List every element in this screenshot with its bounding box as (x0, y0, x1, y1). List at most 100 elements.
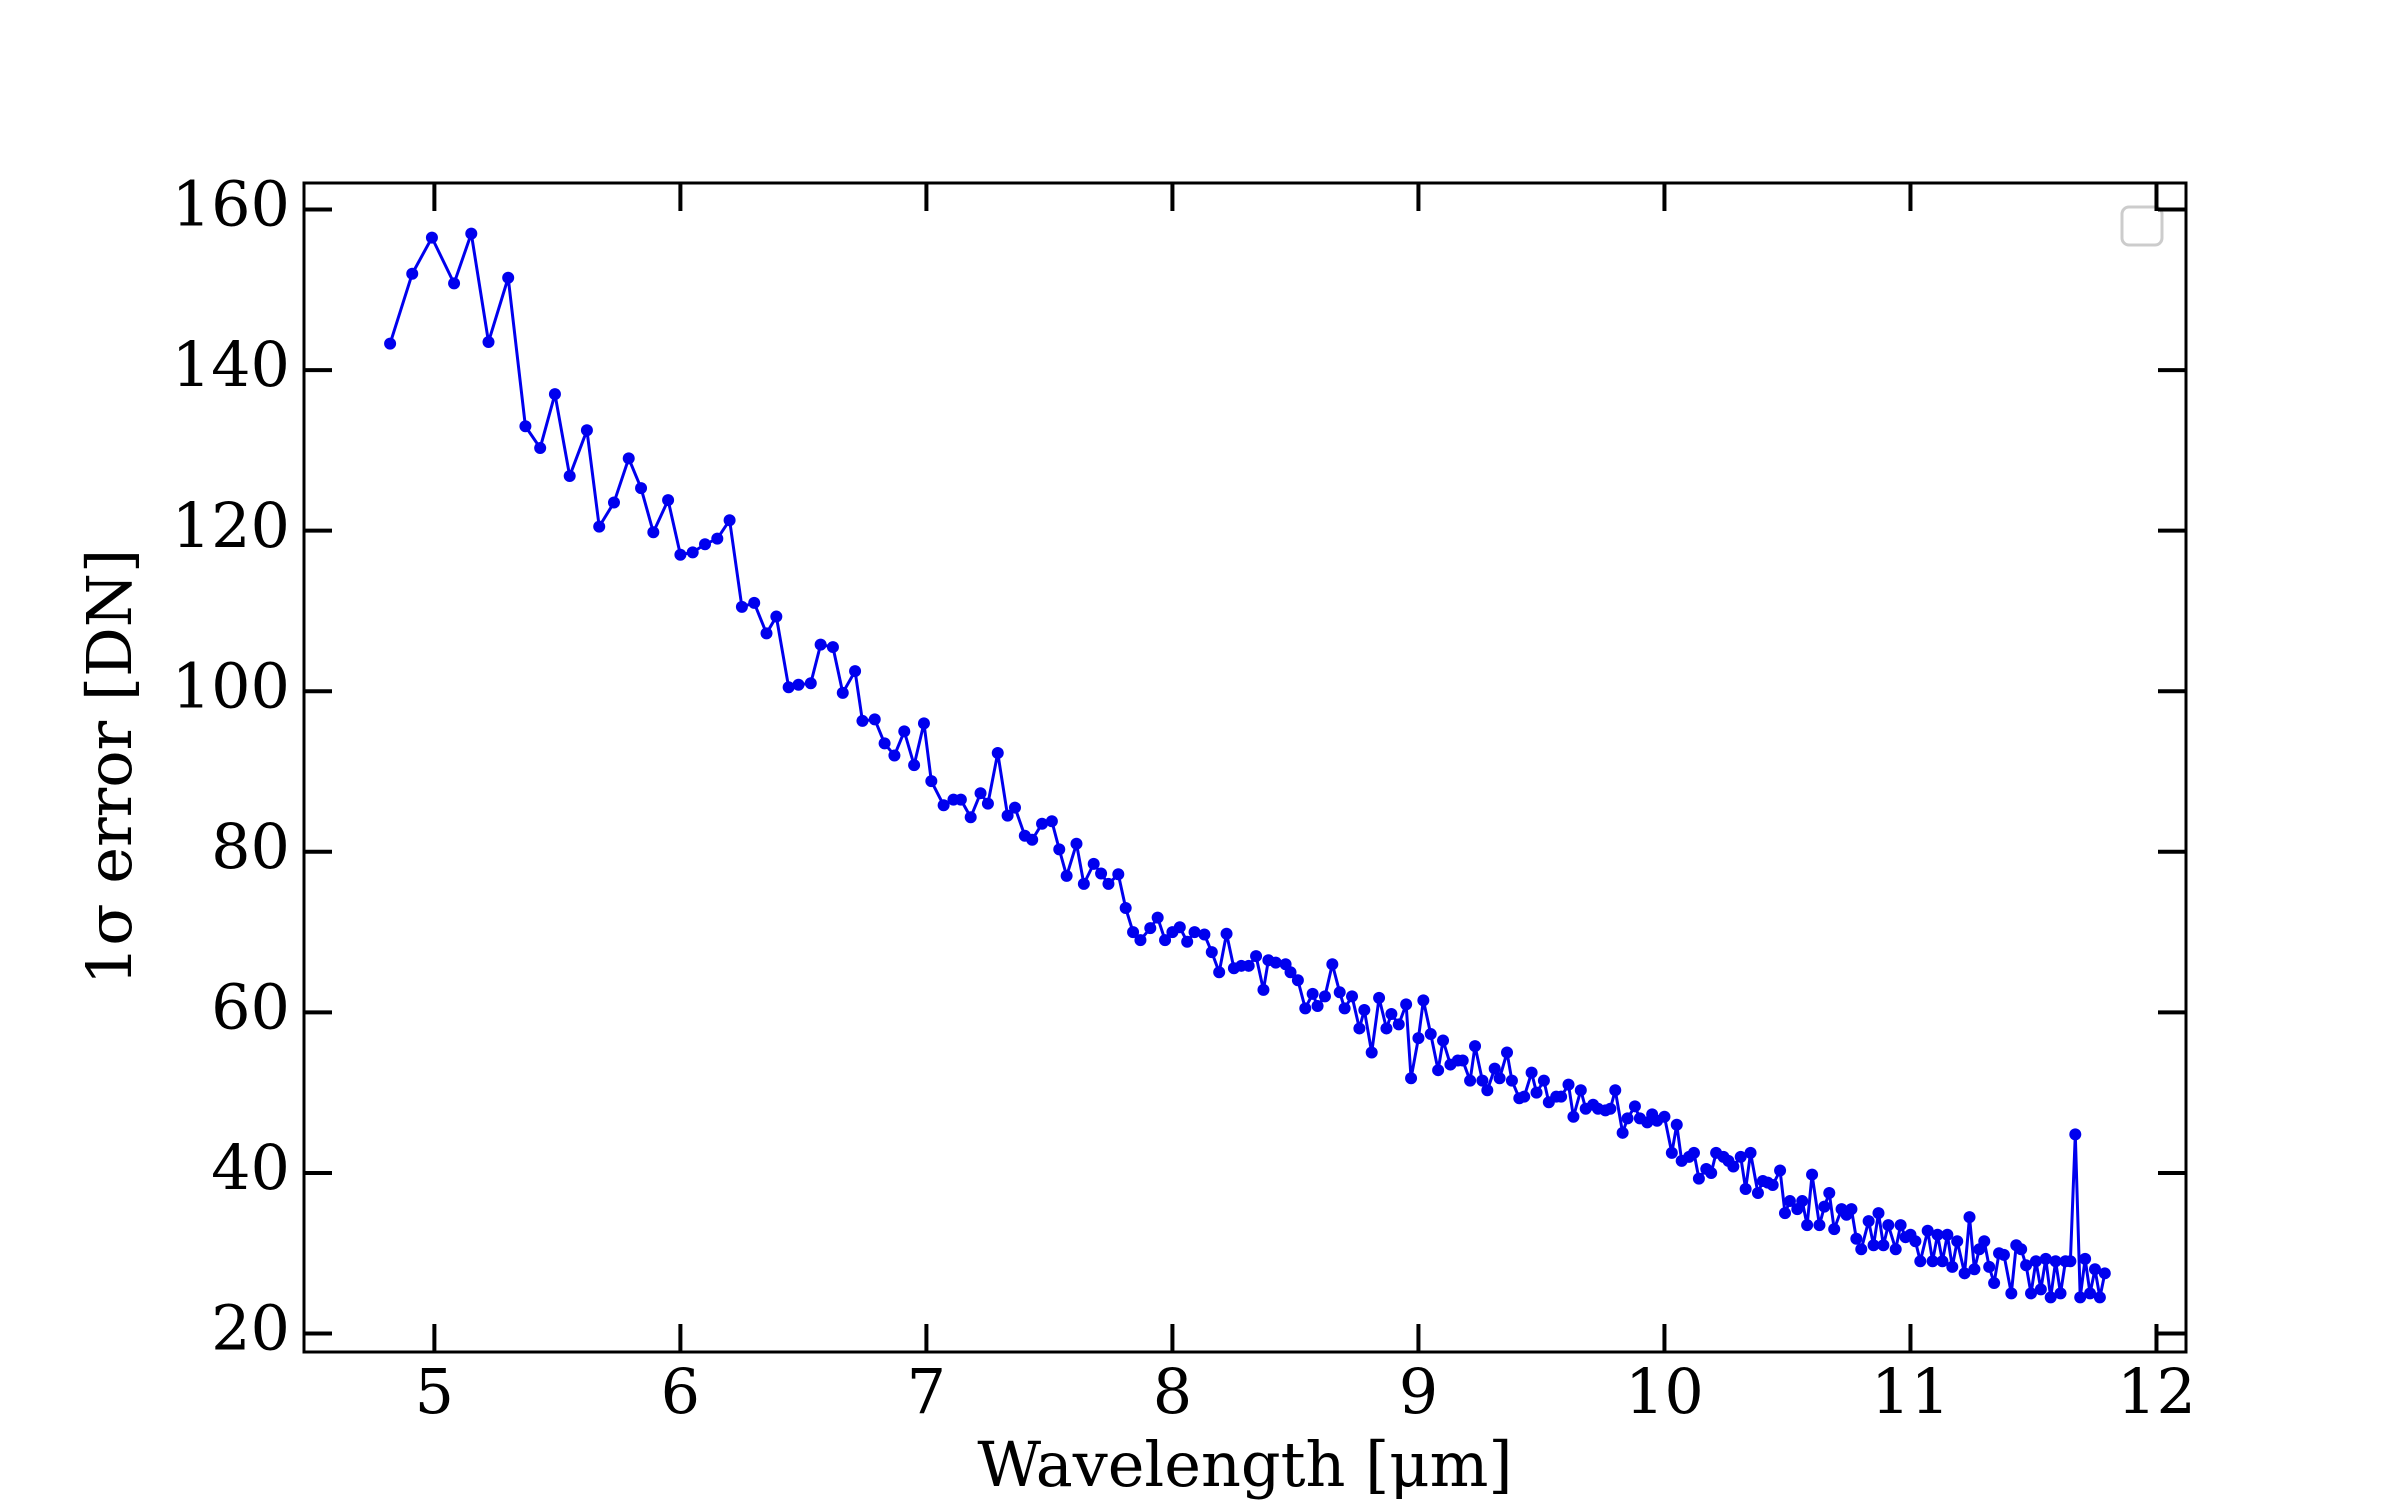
data-point (425, 231, 438, 244)
data-point (384, 337, 397, 350)
data-point (2034, 1283, 2047, 1296)
data-point (662, 494, 675, 507)
data-point (1734, 1150, 1747, 1163)
data-point (1070, 837, 1083, 850)
data-point (849, 665, 862, 678)
data-point (519, 420, 532, 433)
data-point (1670, 1118, 1683, 1131)
data-point (1077, 877, 1090, 890)
data-point (674, 548, 687, 561)
data-point (814, 638, 827, 651)
data-point (1505, 1074, 1518, 1087)
data-point (1488, 1062, 1501, 1075)
data-point (2005, 1287, 2018, 1300)
data-point (1392, 1018, 1405, 1031)
data-point (856, 714, 869, 727)
data-point (1269, 956, 1282, 969)
data-point (1358, 1003, 1371, 1016)
data-point (686, 546, 699, 559)
data-point (1855, 1243, 1868, 1256)
y-tick-label: 40 (211, 1131, 290, 1204)
x-tick-label: 7 (907, 1355, 946, 1428)
data-point (991, 747, 1004, 760)
data-point (1872, 1207, 1885, 1220)
data-point (1941, 1228, 1954, 1241)
x-tick-label: 12 (2117, 1355, 2196, 1428)
data-point (1306, 987, 1319, 1000)
data-point (2079, 1252, 2092, 1265)
data-point (1530, 1086, 1543, 1099)
y-tick-label: 100 (172, 649, 290, 722)
data-point (1405, 1072, 1418, 1085)
x-tick-label: 11 (1871, 1355, 1950, 1428)
data-point (1464, 1074, 1477, 1087)
data-point (1144, 922, 1157, 935)
data-point (1469, 1040, 1482, 1053)
data-point (878, 737, 891, 750)
data-point (2093, 1291, 2106, 1304)
data-point (1783, 1195, 1796, 1208)
data-point (1198, 928, 1211, 941)
data-point (1914, 1255, 1927, 1268)
data-point (1333, 986, 1346, 999)
data-point (1936, 1255, 1949, 1268)
data-point (1134, 934, 1147, 947)
data-point (1380, 1022, 1393, 1035)
data-point (1978, 1235, 1991, 1248)
data-point (593, 520, 606, 533)
data-point (1997, 1248, 2010, 1261)
data-point (1744, 1146, 1757, 1159)
x-tick-label: 8 (1153, 1355, 1192, 1428)
data-point (735, 600, 748, 613)
data-point (1958, 1267, 1971, 1280)
x-tick-label: 10 (1625, 1355, 1704, 1428)
data-point (1727, 1160, 1740, 1173)
data-point (981, 797, 994, 810)
data-point (1318, 990, 1331, 1003)
data-point (1882, 1219, 1895, 1232)
data-point (748, 596, 761, 609)
data-point (1311, 999, 1324, 1012)
data-point (908, 759, 921, 772)
data-point (1818, 1200, 1831, 1213)
data-point (607, 496, 620, 509)
data-point (1518, 1090, 1531, 1103)
data-point (1151, 911, 1164, 924)
x-tick-label: 6 (661, 1355, 700, 1428)
data-point (1291, 974, 1304, 987)
data-point (1665, 1146, 1678, 1159)
y-tick-label: 20 (211, 1292, 290, 1365)
data-point (804, 677, 817, 690)
data-point (1501, 1046, 1514, 1059)
data-point (1045, 815, 1058, 828)
y-tick-label: 80 (211, 810, 290, 883)
data-point (1053, 843, 1066, 856)
data-point (1828, 1223, 1841, 1236)
data-point (448, 277, 461, 290)
data-point (1931, 1228, 1944, 1241)
data-point (1889, 1243, 1902, 1256)
data-point (1705, 1166, 1718, 1179)
data-point (1658, 1110, 1671, 1123)
data-point (1476, 1074, 1489, 1087)
data-point (782, 681, 795, 694)
data-point (2064, 1255, 2077, 1268)
data-point (1983, 1260, 1996, 1273)
data-point (1353, 1022, 1366, 1035)
data-point (1988, 1276, 2001, 1289)
data-point (647, 526, 660, 539)
data-point (2049, 1255, 2062, 1268)
data-point (1188, 926, 1201, 939)
data-point (548, 388, 561, 401)
legend-box (2120, 205, 2164, 247)
data-point (2098, 1267, 2111, 1280)
data-point (1766, 1179, 1779, 1191)
data-point (2015, 1243, 2028, 1256)
data-point (1008, 801, 1021, 814)
data-point (1220, 927, 1233, 940)
data-point (937, 799, 950, 812)
data-point (1537, 1074, 1550, 1087)
data-point (1963, 1211, 1976, 1224)
data-point (723, 514, 736, 527)
